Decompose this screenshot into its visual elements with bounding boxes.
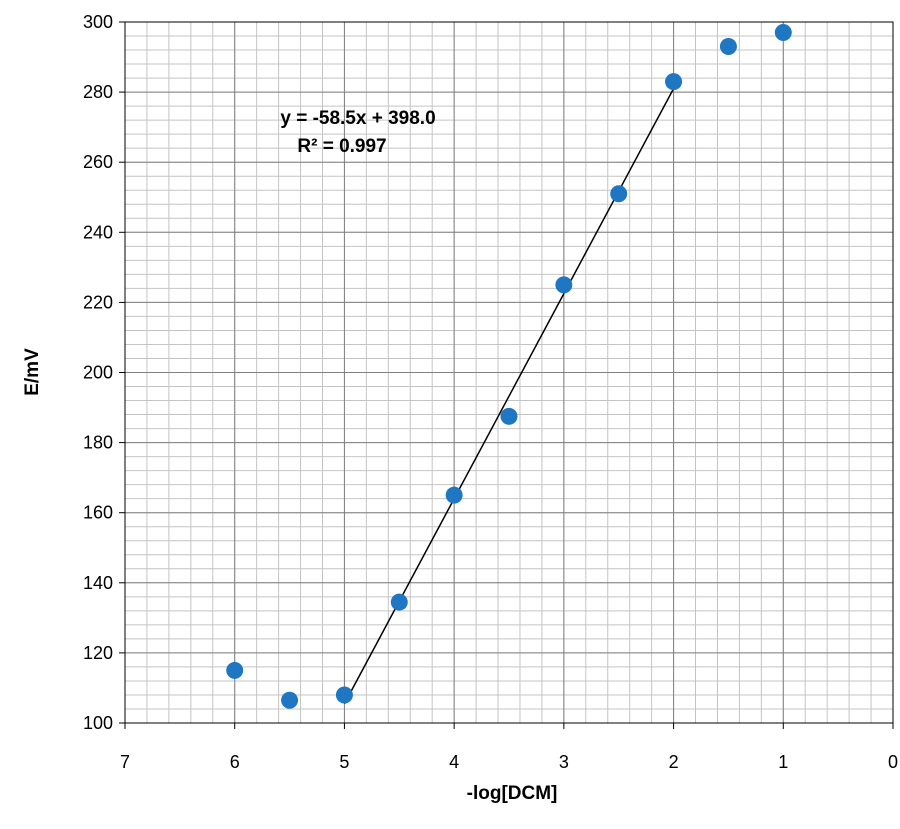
y-axis-ticks: 100 120 140 160 180 200 220 240 260 280 300 bbox=[83, 12, 125, 733]
data-point bbox=[390, 593, 408, 611]
x-tick-label: 0 bbox=[888, 752, 898, 772]
data-point bbox=[665, 73, 683, 91]
y-tick-label: 240 bbox=[83, 222, 113, 242]
x-tick-label: 7 bbox=[120, 752, 130, 772]
x-axis-title: -log[DCM] bbox=[467, 783, 558, 804]
x-tick-label: 4 bbox=[449, 752, 459, 772]
major-gridlines bbox=[124, 21, 894, 724]
x-axis-ticks: 7 6 5 4 3 2 1 0 bbox=[120, 723, 898, 772]
x-tick-label: 6 bbox=[230, 752, 240, 772]
data-point bbox=[281, 691, 299, 709]
y-tick-label: 280 bbox=[83, 82, 113, 102]
y-tick-label: 200 bbox=[83, 363, 113, 383]
x-tick-label: 2 bbox=[669, 752, 679, 772]
r-squared-label: R² = 0.997 bbox=[297, 136, 386, 157]
data-point bbox=[719, 38, 737, 56]
data-point bbox=[335, 686, 353, 704]
y-tick-label: 140 bbox=[83, 573, 113, 593]
data-point bbox=[445, 486, 463, 504]
y-tick-label: 260 bbox=[83, 152, 113, 172]
y-tick-label: 180 bbox=[83, 433, 113, 453]
y-tick-label: 100 bbox=[83, 713, 113, 733]
x-tick-label: 3 bbox=[559, 752, 569, 772]
x-tick-label: 1 bbox=[778, 752, 788, 772]
data-point bbox=[226, 661, 244, 679]
y-axis-title: E/mV bbox=[22, 348, 43, 396]
y-tick-label: 300 bbox=[83, 12, 113, 32]
x-tick-label: 5 bbox=[339, 752, 349, 772]
trendline bbox=[343, 88, 675, 705]
data-point bbox=[774, 24, 792, 42]
y-tick-label: 120 bbox=[83, 643, 113, 663]
data-point bbox=[555, 276, 573, 294]
y-tick-label: 220 bbox=[83, 292, 113, 312]
y-tick-label: 160 bbox=[83, 503, 113, 523]
data-point bbox=[500, 407, 518, 425]
data-point bbox=[610, 185, 628, 203]
data-points bbox=[226, 24, 792, 709]
trendline-equation: y = -58.5x + 398.0 bbox=[280, 108, 435, 129]
